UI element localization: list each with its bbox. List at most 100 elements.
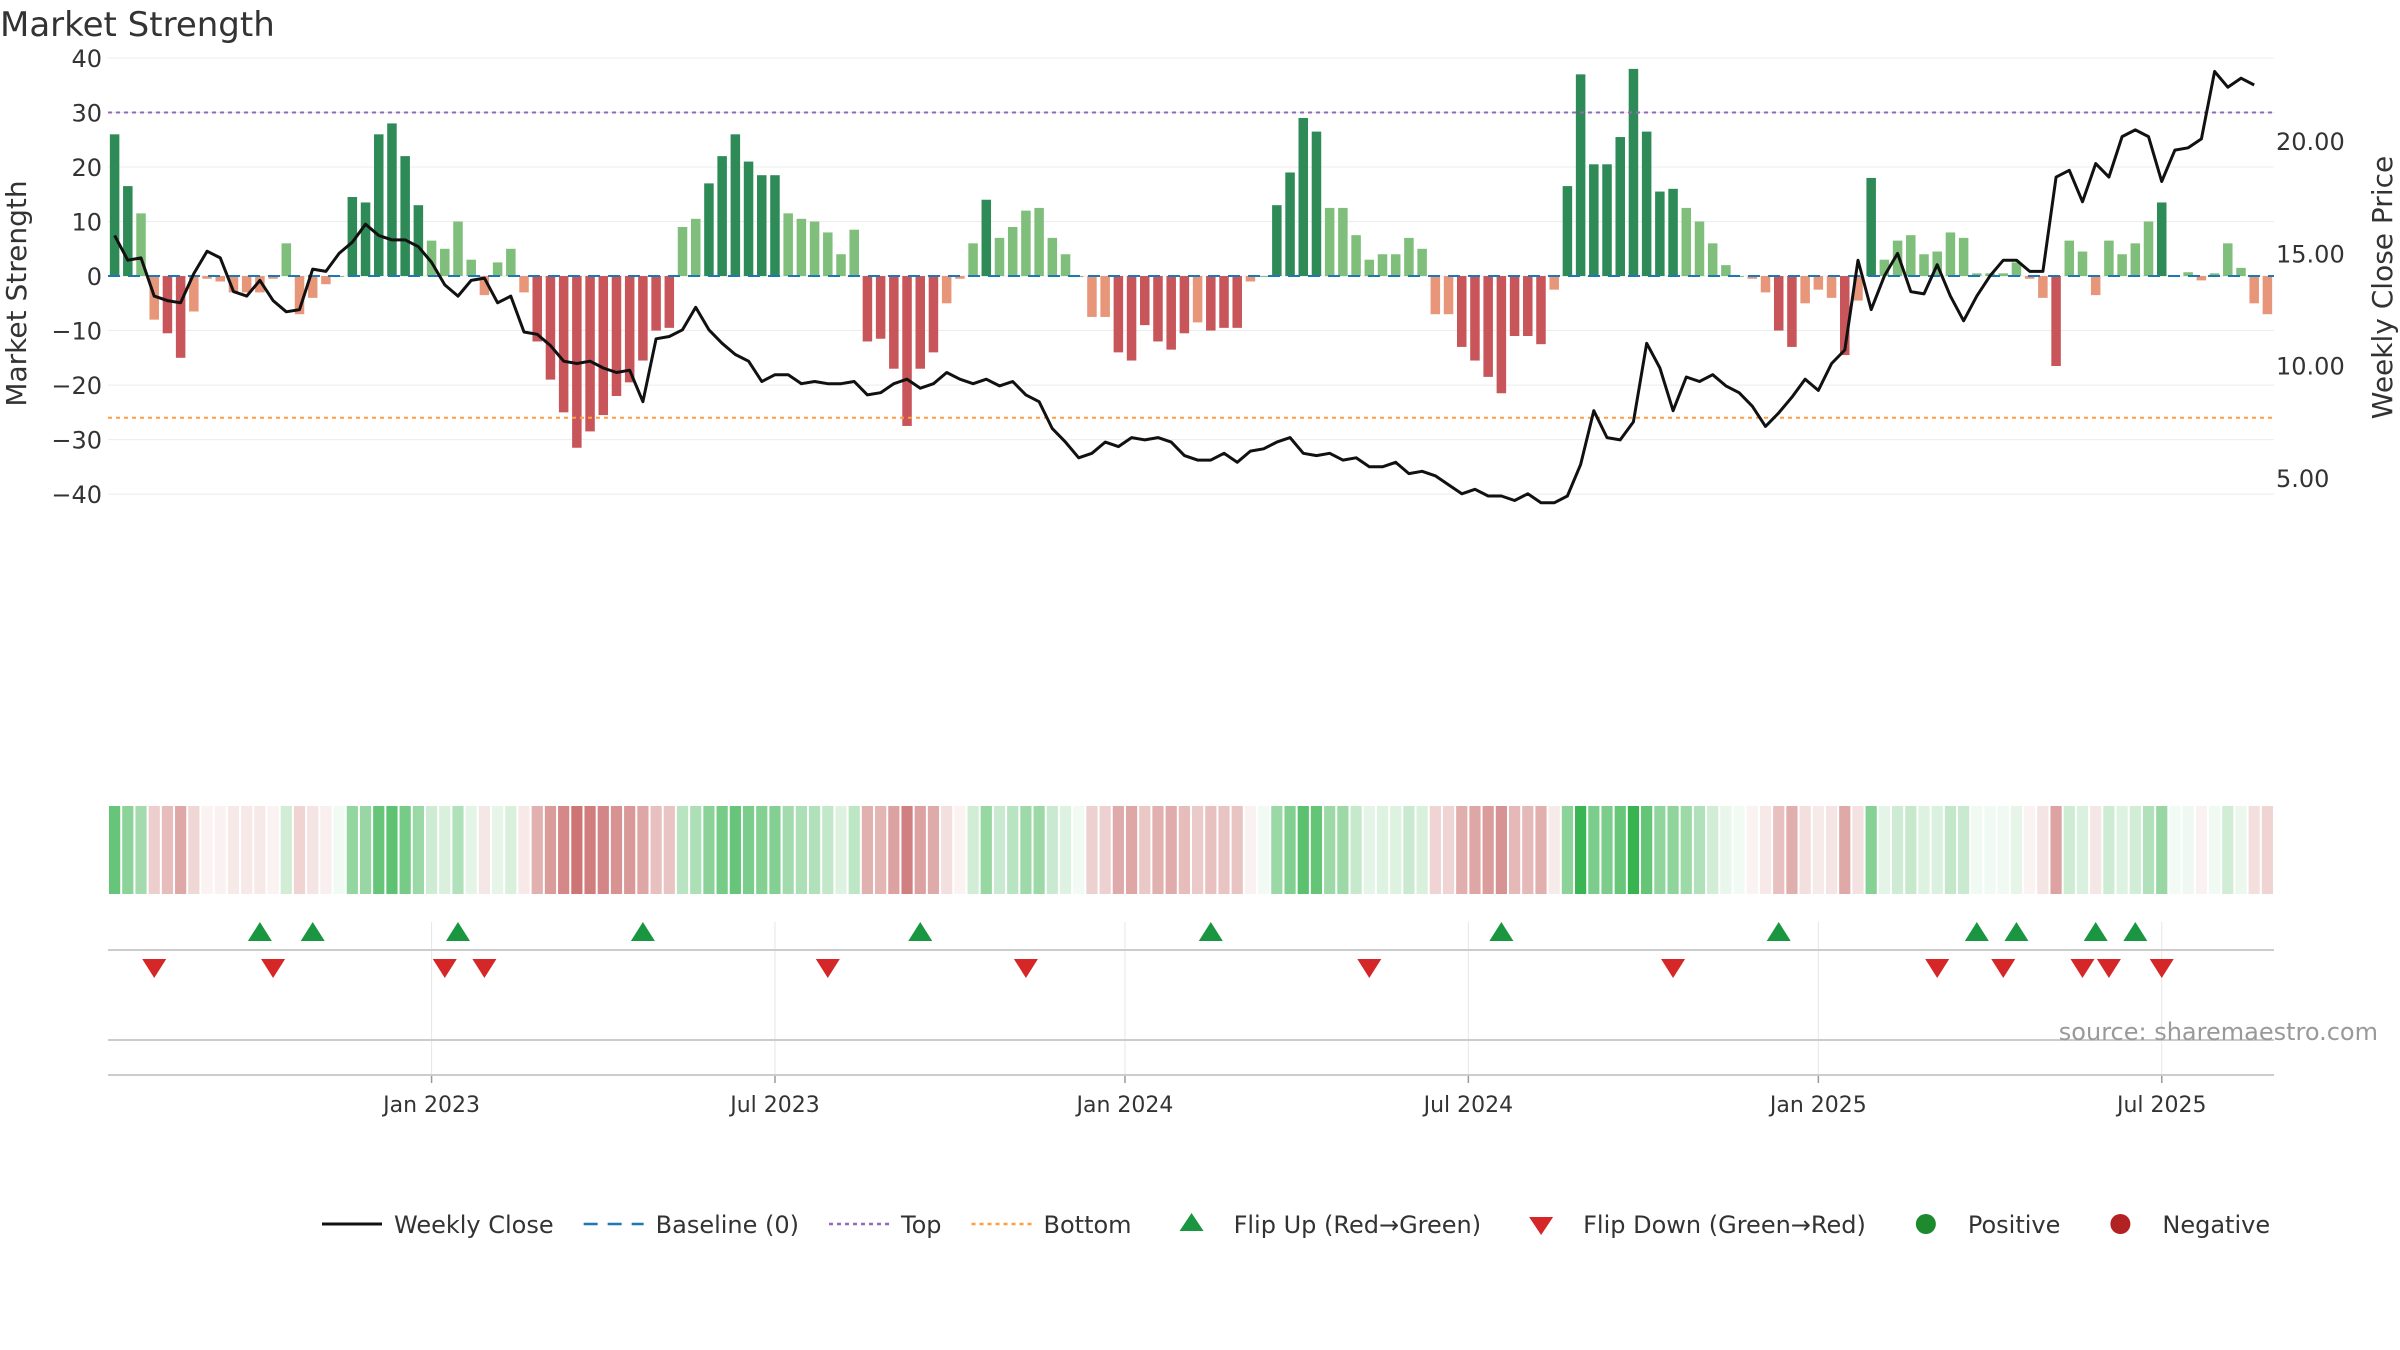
flip-up-marker xyxy=(2083,922,2108,941)
strength-bar xyxy=(2223,243,2233,277)
heat-cell xyxy=(558,806,570,894)
heat-cell xyxy=(848,806,860,894)
strength-bar xyxy=(149,276,159,320)
strength-bar xyxy=(1866,177,1876,277)
y-tick-label-left: 20 xyxy=(71,154,102,182)
legend-item-negative: Negative xyxy=(2110,1211,2270,1239)
heat-cell xyxy=(1773,806,1785,894)
strength-bar xyxy=(875,276,886,339)
heat-cell xyxy=(2024,806,2036,894)
strength-bar xyxy=(2051,276,2061,366)
strength-bar xyxy=(268,276,278,279)
strength-bar xyxy=(1192,276,1203,323)
strength-bar xyxy=(123,186,133,277)
heat-cell xyxy=(1601,806,1613,894)
heat-cell xyxy=(927,806,940,894)
strength-bar xyxy=(1760,276,1771,293)
heat-cell xyxy=(967,806,979,894)
strength-heat-strip xyxy=(109,806,2273,894)
reference-lines xyxy=(108,111,2274,419)
chart-title: Market Strength xyxy=(0,5,275,45)
strength-bar xyxy=(1258,276,1269,278)
legend-label: Top xyxy=(900,1211,942,1239)
heat-cell xyxy=(1073,806,1085,894)
weekly-close-line xyxy=(113,70,2255,505)
heat-cell xyxy=(359,806,372,894)
strength-bar xyxy=(162,276,173,334)
heat-cell xyxy=(1231,806,1243,894)
y-axis-title-left: Market Strength xyxy=(0,180,33,406)
heat-cell xyxy=(2103,806,2115,894)
flip-down-marker xyxy=(472,959,497,978)
heat-cell xyxy=(1944,806,1957,894)
heat-cell xyxy=(1878,806,1890,894)
flip-down-marker xyxy=(2149,959,2174,978)
heat-cell xyxy=(1825,806,1838,894)
y-tick-label-left: 30 xyxy=(71,100,102,128)
strength-bar xyxy=(1575,74,1586,277)
heat-cell xyxy=(1522,806,1534,894)
strength-bar xyxy=(770,175,780,277)
heat-cell xyxy=(333,806,345,894)
heat-cell xyxy=(1033,806,1045,894)
y-tick-label-left: 10 xyxy=(71,209,102,237)
strength-bar xyxy=(175,276,186,358)
legend-item-baseline: Baseline (0) xyxy=(583,1211,799,1239)
heat-cell xyxy=(835,806,847,894)
strength-bar xyxy=(1615,137,1625,277)
heat-cell xyxy=(1614,806,1626,894)
heat-cell xyxy=(1839,806,1851,894)
flip-up-marker xyxy=(300,922,325,941)
strength-bar xyxy=(1668,188,1678,277)
strength-bar xyxy=(1390,254,1401,277)
y-tick-label-right: 15.00 xyxy=(2276,240,2345,268)
strength-bar xyxy=(2249,276,2259,304)
heat-cell xyxy=(1720,806,1732,894)
strength-bar xyxy=(1998,273,2009,277)
heat-cell xyxy=(1192,806,1204,894)
strength-bar xyxy=(1628,68,1639,277)
heat-cell xyxy=(2129,806,2141,894)
strength-bar xyxy=(136,213,146,277)
heat-cell xyxy=(135,806,147,894)
strength-bar xyxy=(717,156,727,277)
flip-down-marker xyxy=(2070,959,2095,978)
strength-bar xyxy=(651,276,661,331)
strength-bar xyxy=(519,276,529,293)
strength-bar xyxy=(2064,240,2075,277)
strength-bar xyxy=(1087,276,1097,317)
strength-bar xyxy=(1721,265,1731,277)
strength-bar xyxy=(1787,276,1797,347)
legend-label: Negative xyxy=(2162,1211,2270,1239)
legend-item-positive: Positive xyxy=(1915,1211,2060,1239)
strength-bar xyxy=(1536,276,1546,345)
strength-bar xyxy=(968,243,978,277)
heat-cell xyxy=(1007,806,1019,894)
heat-cell xyxy=(676,806,689,894)
strength-bar xyxy=(1813,276,1824,290)
strength-bar xyxy=(215,276,226,282)
heat-cell xyxy=(782,806,794,894)
strength-bar xyxy=(2011,262,2022,277)
x-tick-label: Jul 2023 xyxy=(728,1093,820,1118)
strength-bar xyxy=(2038,276,2048,298)
flip-down-marker xyxy=(1925,959,1950,978)
heat-cell xyxy=(293,806,306,894)
heat-cell xyxy=(2037,806,2049,894)
heat-cell xyxy=(769,806,781,894)
heat-cell xyxy=(1852,806,1864,894)
strength-bar xyxy=(2262,276,2273,315)
strength-bar xyxy=(1853,276,1863,301)
strength-bar xyxy=(1417,248,1427,277)
heat-cell xyxy=(1390,806,1402,894)
strength-bar xyxy=(1879,259,1890,277)
heat-cell xyxy=(254,806,266,894)
strength-bar xyxy=(704,183,714,277)
strength-bar xyxy=(1179,276,1190,334)
strength-bar xyxy=(2236,267,2246,277)
heat-cell xyxy=(808,806,821,894)
heat-cell xyxy=(1667,806,1679,894)
heat-cell xyxy=(584,806,596,894)
x-tick-label: Jan 2025 xyxy=(1768,1093,1867,1118)
